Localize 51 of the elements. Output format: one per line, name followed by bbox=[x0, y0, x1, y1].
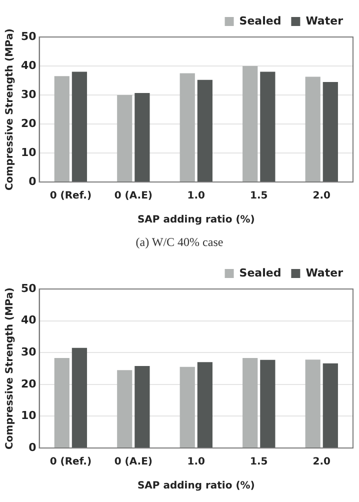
bar bbox=[322, 363, 338, 448]
bar bbox=[260, 360, 276, 448]
y-tick-label: 0 bbox=[28, 440, 37, 454]
x-tick-label: 1.5 bbox=[250, 456, 268, 468]
x-axis-title: SAP adding ratio (%) bbox=[137, 214, 255, 226]
x-tick-label: 0 (Ref.) bbox=[50, 456, 92, 468]
bar bbox=[180, 366, 195, 448]
x-tick-label: 2.0 bbox=[312, 456, 331, 468]
bar bbox=[197, 362, 212, 448]
bar bbox=[117, 370, 132, 448]
y-tick-label: 20 bbox=[20, 377, 37, 390]
x-tick-label: 0 (A.E) bbox=[114, 190, 152, 202]
y-tick-label: 50 bbox=[20, 282, 37, 295]
bar bbox=[72, 72, 88, 182]
bar bbox=[134, 92, 150, 182]
x-tick-label: 1.0 bbox=[187, 190, 206, 202]
y-tick-label: 0 bbox=[28, 174, 37, 188]
x-tick-label: 1.0 bbox=[187, 456, 206, 468]
legend-label: Water bbox=[306, 14, 344, 28]
bar bbox=[305, 360, 320, 448]
bar bbox=[260, 72, 276, 182]
y-tick-label: 10 bbox=[20, 146, 37, 159]
x-tick-label: 0 (Ref.) bbox=[50, 190, 92, 202]
bar bbox=[242, 358, 258, 448]
legend-label: Water bbox=[306, 266, 344, 280]
text: (a) W/C 40% case bbox=[134, 234, 224, 251]
x-tick-label: 1.5 bbox=[250, 190, 268, 202]
legend-label: Sealed bbox=[239, 14, 282, 28]
y-tick-label: 40 bbox=[20, 314, 37, 327]
x-axis-title: SAP adding ratio (%) bbox=[137, 480, 255, 492]
x-tick-label: 0 (A.E) bbox=[114, 456, 152, 468]
y-axis-title: Compressive Strength (MPa) bbox=[4, 28, 16, 190]
y-tick-label: 40 bbox=[20, 58, 37, 72]
y-tick-label: 30 bbox=[20, 345, 37, 358]
legend-label: Sealed bbox=[239, 266, 282, 280]
bar bbox=[305, 76, 320, 182]
y-axis-title: Compressive Strength (MPa) bbox=[4, 288, 16, 450]
bar bbox=[54, 76, 70, 182]
x-tick-label: 2.0 bbox=[312, 190, 331, 202]
bar bbox=[197, 80, 212, 182]
bar bbox=[322, 82, 338, 182]
bar bbox=[242, 66, 258, 182]
y-tick-label: 30 bbox=[20, 88, 37, 101]
bar bbox=[72, 348, 88, 448]
y-tick-label: 10 bbox=[20, 409, 37, 422]
y-tick-label: 50 bbox=[20, 30, 37, 43]
bar bbox=[117, 95, 132, 182]
bar bbox=[134, 366, 150, 448]
bar bbox=[54, 358, 70, 448]
y-tick-label: 20 bbox=[20, 116, 37, 130]
bar bbox=[180, 73, 195, 182]
